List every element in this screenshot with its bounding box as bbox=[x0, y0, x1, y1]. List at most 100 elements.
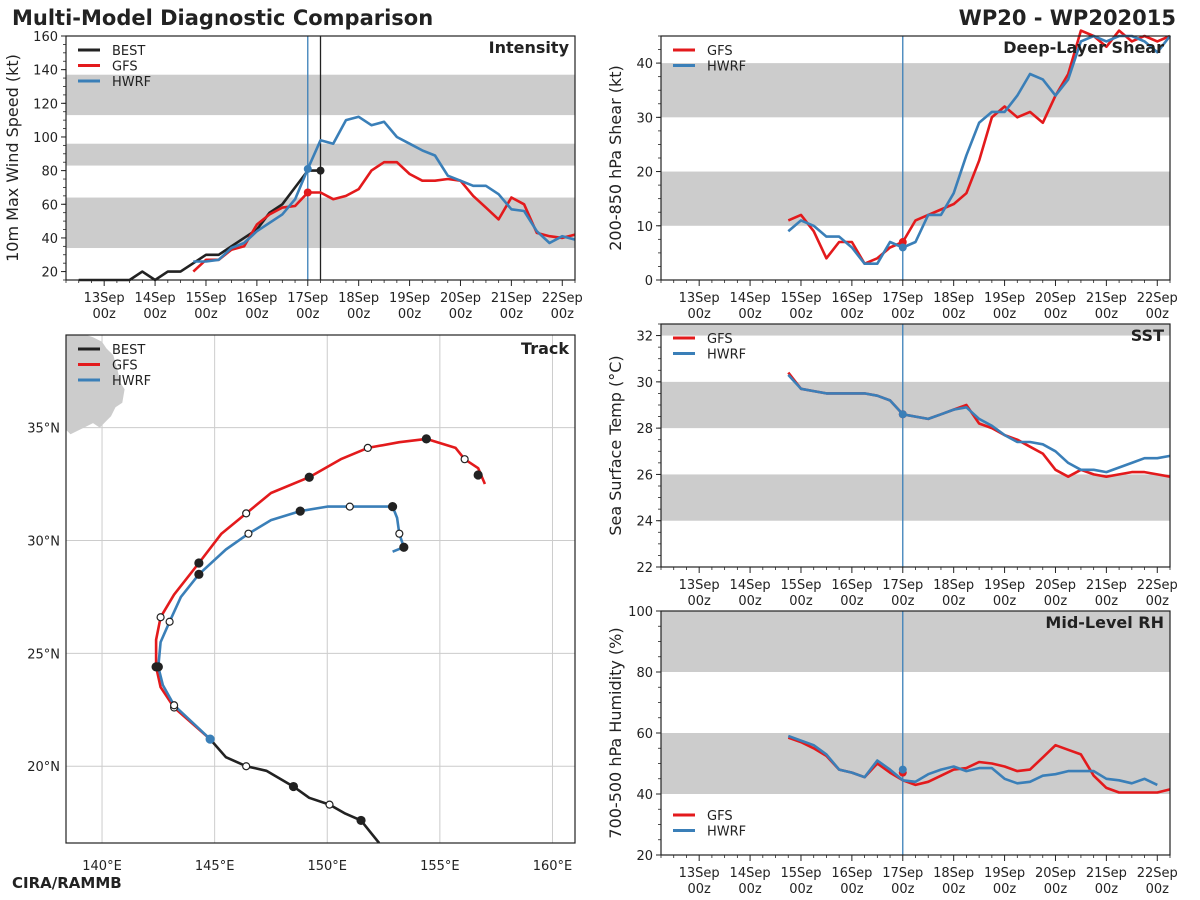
x-tick-label-hour: 00z bbox=[942, 594, 966, 609]
x-tick-label-day: 18Sep bbox=[933, 578, 974, 593]
x-tick-label-hour: 00z bbox=[687, 307, 711, 322]
y-tick-label: 20 bbox=[41, 266, 58, 281]
track-position-marker-gfs bbox=[242, 509, 251, 518]
x-tick-label-hour: 00z bbox=[1044, 307, 1068, 322]
y-tick-label: 10 bbox=[636, 220, 653, 235]
y-tick-label: 60 bbox=[41, 198, 58, 213]
x-tick-label-hour: 00z bbox=[687, 882, 711, 897]
x-tick-label-hour: 00z bbox=[1044, 882, 1068, 897]
track-position-marker-hwrf bbox=[165, 617, 174, 626]
legend-label-hwrf: HWRF bbox=[707, 348, 746, 363]
track-position-marker-best bbox=[288, 781, 299, 792]
x-tick-label-hour: 00z bbox=[1146, 307, 1170, 322]
x-tick-label-day: 18Sep bbox=[933, 866, 974, 881]
legend-label-best: BEST bbox=[112, 44, 145, 59]
track-position-marker-hwrf bbox=[244, 529, 253, 538]
x-tick-label-hour: 00z bbox=[789, 882, 813, 897]
y-tick-label: 40 bbox=[636, 57, 653, 72]
track-line-gfs bbox=[154, 437, 487, 741]
track-position-marker-gfs bbox=[304, 472, 314, 482]
series-marker-hwrf bbox=[898, 243, 907, 252]
series-line-gfs bbox=[787, 29, 1171, 266]
legend-label-hwrf: HWRF bbox=[707, 825, 746, 840]
x-tick-label-hour: 00z bbox=[449, 307, 473, 322]
threshold-band bbox=[661, 381, 1170, 429]
legend-label-hwrf: HWRF bbox=[112, 374, 151, 389]
x-tick-label-day: 22Sep bbox=[542, 291, 583, 306]
y-tick-label: 80 bbox=[41, 165, 58, 180]
x-tick-label-hour: 00z bbox=[993, 307, 1017, 322]
y-tick-label: 30 bbox=[636, 376, 653, 391]
x-tick-label-hour: 00z bbox=[143, 307, 167, 322]
panel-title: Intensity bbox=[489, 38, 570, 57]
rh-panel: 2040608010013Sep00z14Sep00z15Sep00z16Sep… bbox=[606, 605, 1178, 897]
threshold-band bbox=[661, 171, 1170, 226]
x-tick-label-hour: 00z bbox=[993, 882, 1017, 897]
x-tick-label-day: 22Sep bbox=[1137, 578, 1178, 593]
x-tick-label-hour: 00z bbox=[789, 307, 813, 322]
x-tick-label-day: 21Sep bbox=[1086, 866, 1127, 881]
y-tick-label: 40 bbox=[636, 788, 653, 803]
x-tick-label-day: 22Sep bbox=[1137, 291, 1178, 306]
x-tick-label-hour: 00z bbox=[942, 307, 966, 322]
x-tick-label-hour: 00z bbox=[891, 882, 915, 897]
panel-title: SST bbox=[1131, 326, 1164, 345]
x-tick-label-day: 16Sep bbox=[831, 291, 872, 306]
threshold-band bbox=[661, 474, 1170, 521]
x-tick-label-day: 22Sep bbox=[1137, 866, 1178, 881]
y-axis-label: Sea Surface Temp (°C) bbox=[606, 355, 625, 535]
intensity-panel: 2040608010012014016013Sep00z14Sep00z15Se… bbox=[3, 30, 583, 322]
x-tick-label-hour: 00z bbox=[840, 594, 864, 609]
track-position-marker-best bbox=[325, 800, 334, 809]
y-tick-label: 120 bbox=[33, 97, 58, 112]
x-tick-label-hour: 00z bbox=[1146, 594, 1170, 609]
track-position-marker-gfs bbox=[363, 443, 372, 452]
y-tick-label: 22 bbox=[636, 561, 653, 576]
series-line-hwrf bbox=[787, 34, 1172, 266]
x-tick-label-day: 19Sep bbox=[984, 291, 1025, 306]
track-position-marker-gfs bbox=[194, 558, 204, 568]
legend-label-hwrf: HWRF bbox=[112, 75, 151, 90]
track-position-marker-gfs bbox=[460, 455, 469, 464]
shear-panel: 01020304013Sep00z14Sep00z15Sep00z16Sep00… bbox=[606, 29, 1178, 322]
x-tick-label-hour: 00z bbox=[993, 594, 1017, 609]
x-tick-label-hour: 00z bbox=[738, 307, 762, 322]
track-position-marker-best bbox=[242, 762, 251, 771]
x-tick-label-hour: 00z bbox=[891, 307, 915, 322]
x-tick-label-day: 19Sep bbox=[389, 291, 430, 306]
y-tick-label: 100 bbox=[628, 605, 653, 620]
track-position-marker-hwrf bbox=[153, 662, 163, 672]
track-position-marker-gfs bbox=[156, 613, 165, 622]
y-tick-label: 100 bbox=[33, 131, 58, 146]
x-tick-label-hour: 00z bbox=[1095, 882, 1119, 897]
x-tick-label-hour: 00z bbox=[1095, 594, 1119, 609]
legend-label-best: BEST bbox=[112, 343, 145, 358]
x-tick-label-hour: 00z bbox=[92, 307, 116, 322]
x-tick-label-hour: 00z bbox=[738, 882, 762, 897]
track-position-marker-hwrf bbox=[395, 529, 404, 538]
series-marker-best bbox=[316, 166, 325, 175]
y-axis-label: 10m Max Wind Speed (kt) bbox=[3, 54, 22, 262]
x-tick-label-day: 21Sep bbox=[1086, 291, 1127, 306]
y-tick-label: 20 bbox=[636, 849, 653, 864]
y-tick-label: 80 bbox=[636, 666, 653, 681]
lon-tick-label: 150°E bbox=[307, 859, 347, 874]
threshold-band bbox=[661, 611, 1170, 672]
series-line-hwrf bbox=[787, 374, 1171, 474]
y-tick-label: 40 bbox=[41, 232, 58, 247]
x-tick-label-day: 20Sep bbox=[1035, 578, 1076, 593]
sst-panel: 22242628303213Sep00z14Sep00z15Sep00z16Se… bbox=[606, 323, 1178, 609]
legend-label-gfs: GFS bbox=[112, 359, 138, 374]
x-tick-label-day: 13Sep bbox=[679, 866, 720, 881]
x-tick-label-day: 21Sep bbox=[1086, 578, 1127, 593]
panel-title: Track bbox=[521, 339, 569, 358]
threshold-band bbox=[661, 324, 1170, 336]
x-tick-label-day: 17Sep bbox=[882, 291, 923, 306]
series-marker-hwrf bbox=[898, 410, 907, 419]
panel-title: Mid-Level RH bbox=[1045, 613, 1164, 632]
lon-tick-label: 160°E bbox=[533, 859, 573, 874]
x-tick-label-day: 15Sep bbox=[780, 578, 821, 593]
series-marker-gfs bbox=[303, 188, 312, 197]
x-tick-label-day: 20Sep bbox=[440, 291, 481, 306]
